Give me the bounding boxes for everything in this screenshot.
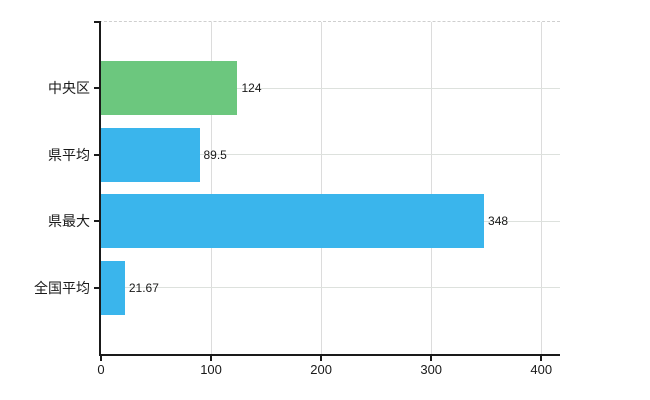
category-label: 全国平均 bbox=[34, 279, 90, 296]
category-label: 中央区 bbox=[48, 80, 90, 97]
bar-value-label: 124 bbox=[241, 81, 262, 96]
bar bbox=[101, 194, 485, 249]
x-axis-tick bbox=[210, 356, 213, 361]
vertical-gridline bbox=[320, 22, 322, 354]
x-axis-tick bbox=[100, 356, 102, 361]
bar bbox=[101, 260, 125, 315]
category-label: 県平均 bbox=[48, 146, 90, 163]
plot-area bbox=[99, 21, 560, 356]
vertical-gridline bbox=[430, 22, 432, 354]
y-axis-tick bbox=[94, 220, 101, 223]
vertical-gridline bbox=[540, 22, 542, 354]
y-axis-tick bbox=[94, 87, 101, 90]
x-axis-tick bbox=[540, 356, 543, 361]
bar bbox=[101, 61, 238, 116]
bar-value-label: 89.5 bbox=[203, 147, 227, 162]
x-axis-tick-label: 400 bbox=[530, 362, 553, 377]
bar bbox=[101, 127, 200, 182]
y-axis-tick bbox=[94, 286, 101, 289]
y-axis-tick bbox=[94, 153, 101, 156]
bar-value-label: 348 bbox=[488, 214, 509, 229]
horizontal-gridline bbox=[101, 87, 560, 89]
x-axis-tick-label: 100 bbox=[200, 362, 222, 377]
horizontal-gridline bbox=[101, 154, 560, 156]
category-label: 県最大 bbox=[48, 213, 90, 230]
horizontal-gridline bbox=[101, 287, 560, 289]
x-axis-tick-label: 300 bbox=[420, 362, 443, 377]
x-axis-tick bbox=[320, 356, 323, 361]
vertical-gridline bbox=[210, 22, 212, 354]
y-axis-top-tick bbox=[94, 21, 101, 23]
x-axis-tick-label: 200 bbox=[310, 362, 332, 377]
x-axis-tick bbox=[430, 356, 433, 361]
x-axis-tick-label: 0 bbox=[97, 362, 105, 377]
bar-value-label: 21.67 bbox=[128, 280, 159, 295]
